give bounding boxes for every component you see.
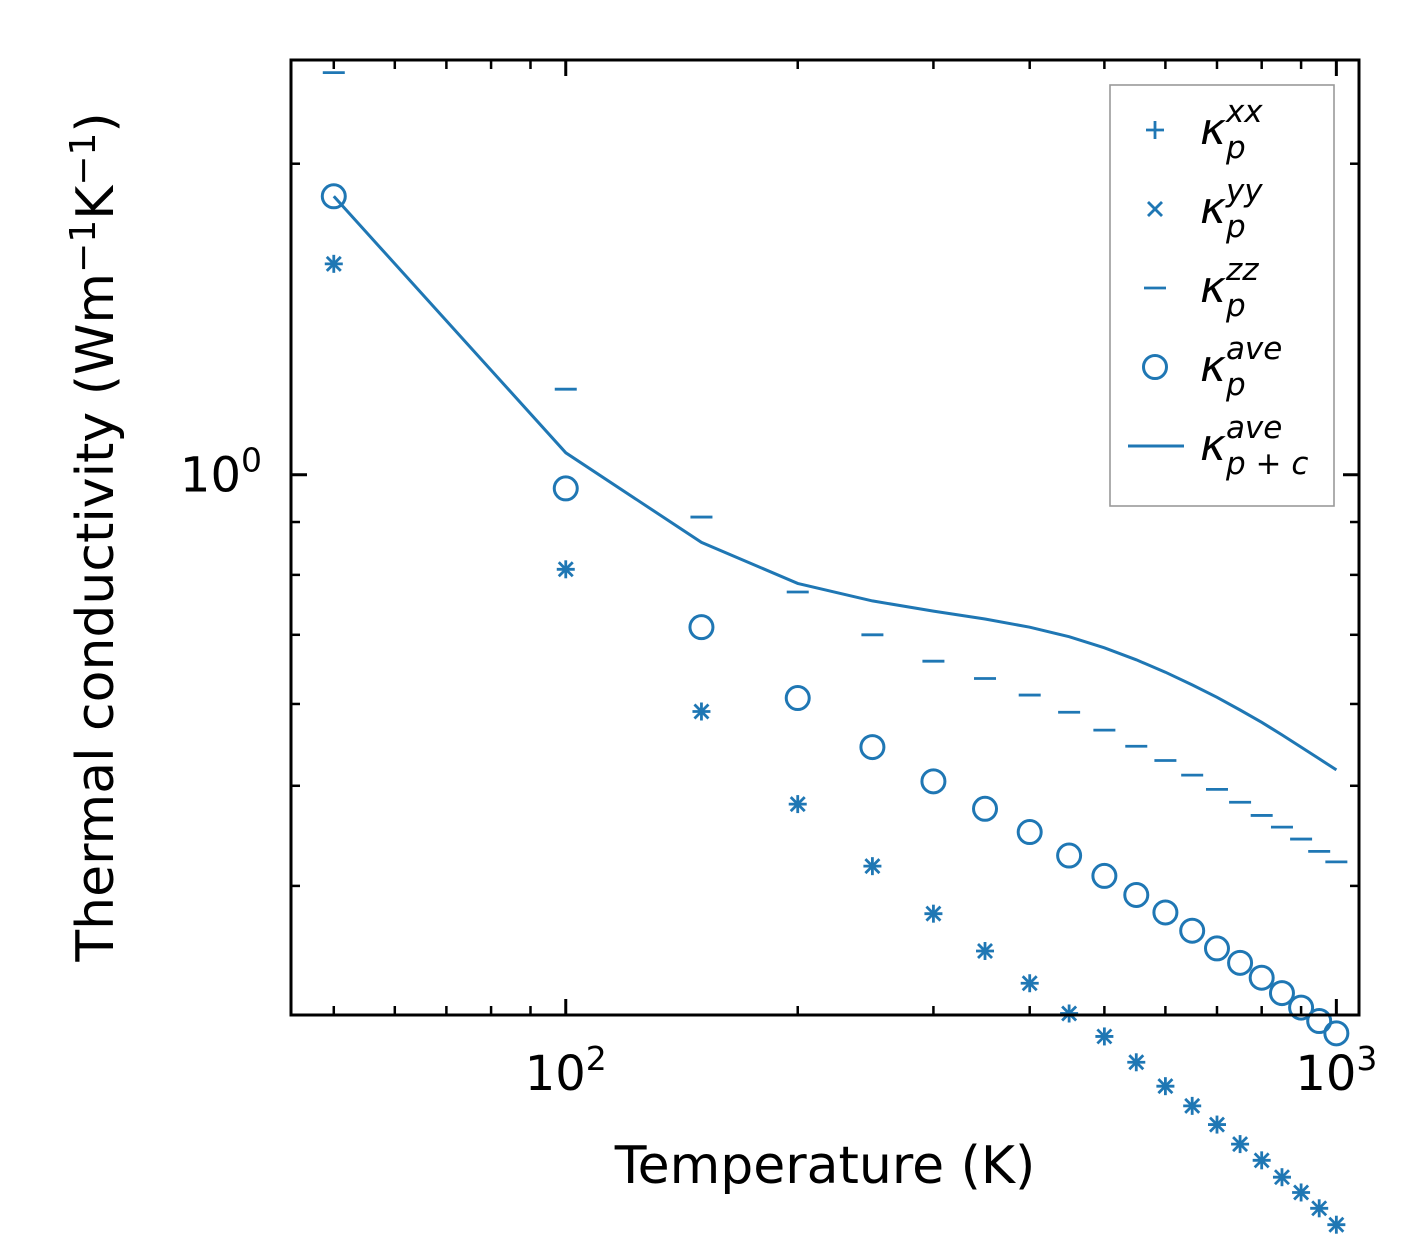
data-point <box>693 703 710 720</box>
legend-symbol <box>1147 201 1163 217</box>
data-point <box>1248 964 1275 991</box>
data-point <box>1091 862 1118 889</box>
data-point <box>1311 1200 1328 1217</box>
data-point <box>552 475 579 502</box>
data-point <box>557 561 574 578</box>
x-axis-label: Temperature (K) <box>614 1136 1036 1196</box>
legend-label: κave p + c <box>1200 410 1308 482</box>
y-label-exp1: −1 <box>63 220 104 273</box>
data-point <box>1208 1116 1225 1133</box>
legend-frame <box>1109 84 1335 507</box>
data-point <box>789 796 806 813</box>
legend-item: κxx p <box>1146 94 1263 166</box>
legend-label: κave p <box>1200 331 1282 403</box>
data-point <box>784 685 811 712</box>
x-tick-label: 103 <box>1295 1039 1377 1102</box>
legend-symbol <box>1142 354 1168 380</box>
legend-label: κyy p <box>1200 173 1263 245</box>
legend-label: κxx p <box>1200 94 1263 166</box>
data-point <box>1179 917 1206 944</box>
data-point <box>1184 1097 1201 1114</box>
data-point <box>1288 994 1315 1021</box>
y-label-post: ) <box>66 112 126 132</box>
data-series <box>320 71 1350 1234</box>
series-kappa_p_zz <box>322 71 1348 864</box>
series-kappa_p_yy <box>325 255 1345 1233</box>
data-point <box>972 795 999 822</box>
y-label-exp2: −1 <box>63 133 104 186</box>
data-point <box>320 183 347 210</box>
legend-item: κzz p <box>1144 252 1259 324</box>
data-point <box>1123 881 1150 908</box>
series-kappa_p_ave <box>320 183 1350 1047</box>
data-point <box>1016 819 1043 846</box>
data-point <box>1227 949 1254 976</box>
y-tick-label: 100 <box>180 441 262 504</box>
data-point <box>1021 975 1038 992</box>
data-point <box>977 942 994 959</box>
data-point <box>1096 1028 1113 1045</box>
data-point <box>1157 1078 1174 1095</box>
legend-item: κave p <box>1142 331 1282 403</box>
series-line <box>332 195 1338 772</box>
data-point <box>1273 1169 1290 1186</box>
data-point <box>1152 899 1179 926</box>
legend-label: κzz p <box>1200 252 1259 324</box>
series-kappa_p+c_ave <box>332 195 1338 772</box>
data-point <box>1056 842 1083 869</box>
data-point <box>1268 980 1295 1007</box>
data-point <box>1293 1184 1310 1201</box>
data-point <box>859 734 886 761</box>
tick-labels: 102 103 100 <box>180 441 1377 1102</box>
legend-item: κyy p <box>1147 173 1263 245</box>
data-point <box>1328 1216 1345 1233</box>
data-point <box>1128 1054 1145 1071</box>
data-point <box>925 905 942 922</box>
y-axis-label: Thermal conductivity (Wm−1K−1) <box>63 112 126 962</box>
legend-item: κave p + c <box>1128 410 1308 482</box>
data-point <box>1203 935 1230 962</box>
data-point <box>864 858 881 875</box>
data-point <box>1253 1152 1270 1169</box>
data-point <box>1232 1136 1249 1153</box>
y-label-pre: Thermal conductivity (Wm <box>66 273 126 963</box>
legend-symbol <box>1146 121 1164 139</box>
data-point <box>1306 1008 1333 1035</box>
x-tick-label: 102 <box>525 1039 607 1102</box>
data-point <box>920 768 947 795</box>
data-point <box>325 255 342 272</box>
data-point <box>688 614 715 641</box>
y-label-mid: K <box>66 184 126 220</box>
plot-frame <box>289 58 1361 1017</box>
data-point <box>1323 1020 1350 1047</box>
